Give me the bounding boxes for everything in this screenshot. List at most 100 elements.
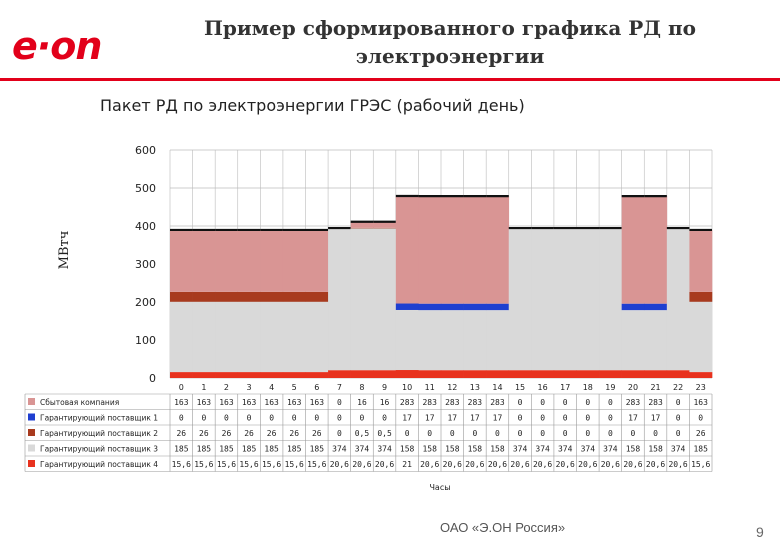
data-label: 163 — [264, 398, 279, 407]
data-label: 26 — [312, 429, 322, 438]
bar-segment — [237, 372, 261, 378]
x-tick-label: 19 — [605, 383, 615, 392]
bar-segment — [418, 310, 442, 371]
data-label: 17 — [447, 414, 457, 423]
chart-title: Пакет РД по электроэнергии ГРЭС (рабочий… — [100, 96, 525, 115]
bar-segment — [373, 228, 397, 371]
x-tick-label: 7 — [337, 383, 342, 392]
bar-segment — [689, 229, 713, 292]
y-tick-label: 200 — [135, 296, 156, 309]
bar-segment — [644, 303, 668, 311]
eon-logo: e·on — [12, 24, 102, 68]
data-label: 0 — [676, 398, 681, 407]
x-tick-label: 20 — [628, 383, 638, 392]
data-label: 185 — [242, 445, 257, 454]
x-tick-label: 16 — [538, 383, 548, 392]
data-label: 0 — [337, 398, 342, 407]
data-label: 0 — [540, 398, 545, 407]
bar-segment — [644, 196, 668, 304]
bar-segment — [373, 221, 397, 228]
slide-title-line1: Пример сформированного графика РД по — [203, 16, 697, 40]
bar-segment — [531, 370, 555, 378]
data-label: 15,6 — [691, 460, 710, 469]
legend-label: Гарантирующий поставщик 3 — [40, 445, 158, 454]
data-label: 15,6 — [307, 460, 326, 469]
x-tick-label: 4 — [269, 383, 274, 392]
data-label: 15,6 — [217, 460, 236, 469]
data-label: 20,6 — [510, 460, 529, 469]
legend-label: Гарантирующий поставщик 2 — [40, 429, 158, 438]
data-label: 185 — [197, 445, 212, 454]
bar-segment — [689, 291, 713, 302]
data-label: 283 — [468, 398, 483, 407]
bar-segment — [350, 370, 374, 378]
data-label: 17 — [493, 414, 503, 423]
data-label: 0 — [563, 429, 568, 438]
data-label: 0 — [201, 414, 206, 423]
data-label: 283 — [648, 398, 663, 407]
data-label: 0 — [495, 429, 500, 438]
data-label: 16 — [380, 398, 390, 407]
y-tick-label: 400 — [135, 220, 156, 233]
legend-label: Гарантирующий поставщик 1 — [40, 414, 158, 423]
legend-label: Сбытовая компания — [40, 398, 119, 407]
bar-segment — [463, 370, 487, 378]
data-label: 158 — [422, 445, 437, 454]
data-label: 0 — [518, 398, 523, 407]
data-label: 283 — [422, 398, 437, 407]
data-label: 0 — [631, 429, 636, 438]
y-tick-label: 300 — [135, 258, 156, 271]
data-label: 26 — [222, 429, 232, 438]
data-label: 17 — [425, 414, 435, 423]
x-tick-label: 21 — [650, 383, 660, 392]
data-label: 0 — [676, 414, 681, 423]
data-label: 0 — [653, 429, 658, 438]
data-label: 0 — [563, 398, 568, 407]
bar-segment — [215, 301, 239, 373]
bar-segment — [621, 196, 645, 304]
data-label: 163 — [310, 398, 325, 407]
data-label: 158 — [468, 445, 483, 454]
data-label: 185 — [264, 445, 279, 454]
bar-segment — [373, 227, 397, 229]
data-label: 26 — [199, 429, 209, 438]
bar-segment — [170, 291, 193, 302]
data-label: 374 — [513, 445, 528, 454]
data-label: 26 — [267, 429, 277, 438]
slide-title-line2: электроэнергии — [355, 44, 545, 68]
bar-segment — [441, 303, 464, 311]
data-label: 0 — [337, 429, 342, 438]
bar-segment — [644, 310, 668, 371]
bar-segment — [282, 301, 306, 373]
bar-segment — [260, 229, 284, 292]
bar-segment — [553, 228, 577, 371]
bar-segment — [192, 229, 216, 292]
slide-title: Пример сформированного графика РД по эле… — [170, 14, 730, 70]
bar-segment — [237, 291, 261, 302]
bar-segment — [621, 310, 645, 371]
data-label: 0 — [337, 414, 342, 423]
data-label: 185 — [693, 445, 708, 454]
data-label: 0 — [314, 414, 319, 423]
data-label: 15,6 — [194, 460, 213, 469]
data-label: 374 — [377, 445, 392, 454]
legend-swatch — [28, 444, 35, 452]
data-label: 17 — [470, 414, 480, 423]
data-label: 0 — [427, 429, 432, 438]
data-label: 15,6 — [172, 460, 191, 469]
data-label: 15,6 — [262, 460, 281, 469]
data-label: 163 — [197, 398, 212, 407]
x-axis-label: Часы — [429, 483, 450, 492]
bar-segment — [328, 228, 351, 371]
bar-segment — [553, 370, 577, 378]
bar-segment — [508, 370, 532, 378]
bar-segment — [599, 370, 622, 378]
bar-segment — [350, 228, 374, 371]
bar-segment — [215, 372, 239, 378]
data-label: 17 — [651, 414, 661, 423]
data-label: 20,6 — [420, 460, 439, 469]
x-tick-label: 23 — [696, 383, 706, 392]
x-tick-label: 22 — [673, 383, 683, 392]
x-tick-label: 10 — [402, 383, 412, 392]
bar-segment — [192, 372, 216, 378]
